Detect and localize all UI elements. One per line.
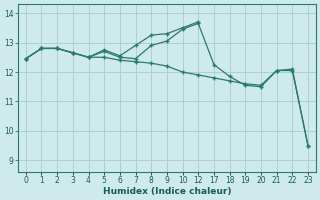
- X-axis label: Humidex (Indice chaleur): Humidex (Indice chaleur): [103, 187, 231, 196]
